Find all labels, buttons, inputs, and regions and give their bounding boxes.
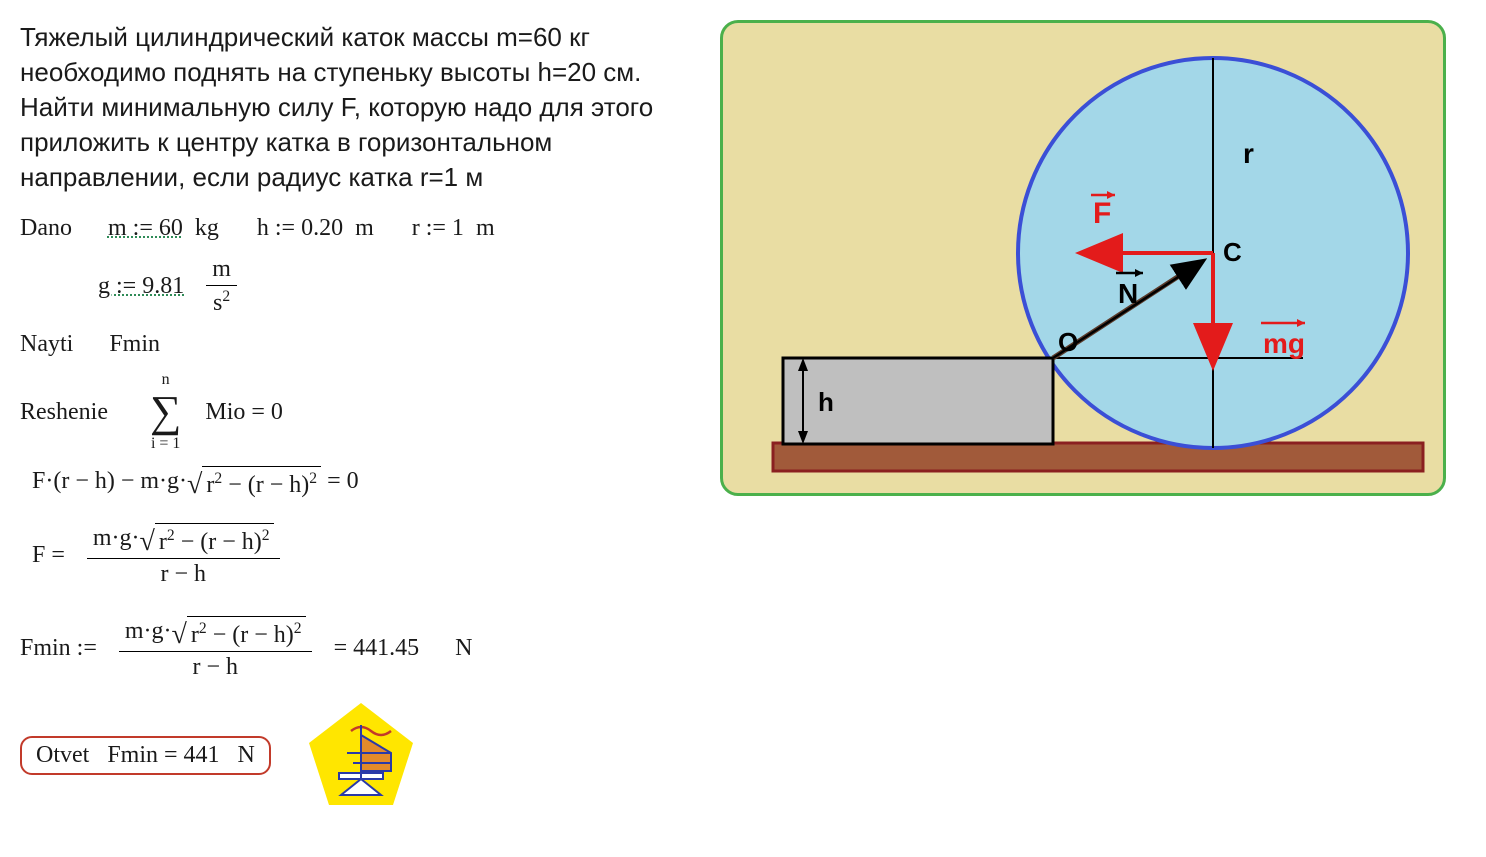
eq1-right: = 0 <box>321 468 359 494</box>
reshenie-label: Reshenie <box>20 399 108 426</box>
fmin-lhs: Fmin := <box>20 635 97 662</box>
answer-unit: N <box>238 742 255 768</box>
eq2-frac: m·g·√r2 − (r − h)2 r − h <box>87 523 280 588</box>
ground-rect <box>773 443 1423 471</box>
mg-label: mg <box>1263 328 1305 359</box>
n-label: N <box>1118 278 1138 309</box>
answer-box: Otvet Fmin = 441 N <box>20 736 271 775</box>
fmin-unit: N <box>455 635 472 662</box>
answer-text: Fmin = 441 <box>107 742 219 768</box>
h-assign: h := 0.20 <box>257 215 343 241</box>
g-unit-exp: 2 <box>222 288 230 305</box>
eq2-lhs: F = <box>32 542 65 569</box>
fmin-den: r − h <box>186 652 244 681</box>
fmin-frac: m·g·√r2 − (r − h)2 r − h <box>119 616 312 681</box>
solution-line: Reshenie n ∑ i = 1 Mio = 0 <box>20 372 700 452</box>
dano-label: Dano <box>20 215 72 242</box>
h-unit: m <box>355 215 374 241</box>
fmin-result: = 441.45 <box>334 635 420 662</box>
eq1-sqrt-rest: − (r − h) <box>222 472 309 498</box>
sqrt-1: √r2 − (r − h)2 <box>187 466 321 499</box>
r-unit: m <box>476 215 495 241</box>
physics-diagram: h F mg <box>720 20 1446 496</box>
nayti-label: Nayti <box>20 331 73 358</box>
given-line-2: g := 9.81 m s2 <box>98 256 700 317</box>
sum-bot: i = 1 <box>151 436 180 452</box>
given-line-1: Dano m := 60 kg h := 0.20 m r := 1 m <box>20 215 700 242</box>
g-unit-frac: m s2 <box>206 256 237 317</box>
r-label: r <box>1243 138 1254 169</box>
find-line: Nayti Fmin <box>20 331 700 358</box>
mass-unit: kg <box>195 215 219 241</box>
equation-1: F·(r − h) − m·g·√r2 − (r − h)2 = 0 <box>32 466 700 499</box>
c-label: C <box>1223 237 1242 267</box>
summation-symbol: n ∑ i = 1 <box>150 372 181 452</box>
sum-top: n <box>162 372 170 388</box>
problem-statement: Тяжелый цилиндрический каток массы m=60 … <box>20 20 700 195</box>
sum-body: Mio = 0 <box>205 399 283 426</box>
fmin-line: Fmin := m·g·√r2 − (r − h)2 r − h = 441.4… <box>20 616 700 681</box>
find-var: Fmin <box>109 331 160 358</box>
o-label: O <box>1058 327 1078 357</box>
answer-label: Otvet <box>36 742 89 768</box>
g-assign: g := 9.81 <box>98 273 184 299</box>
h-label: h <box>818 387 834 417</box>
fmin-num-pre: m·g· <box>125 618 172 644</box>
g-unit-num: m <box>206 256 237 286</box>
equation-2: F = m·g·√r2 − (r − h)2 r − h <box>32 523 700 588</box>
pentagon-logo-icon <box>301 695 421 815</box>
r-assign: r := 1 <box>412 215 464 241</box>
eq2-num-pre: m·g· <box>93 525 140 551</box>
eq1-left: F·(r − h) − m·g· <box>32 468 187 494</box>
mass-assign: m := 60 <box>108 215 183 241</box>
g-unit-den: s <box>213 290 222 316</box>
sigma-icon: ∑ <box>150 390 181 434</box>
f-label: F <box>1093 197 1111 230</box>
eq2-den: r − h <box>154 559 212 588</box>
